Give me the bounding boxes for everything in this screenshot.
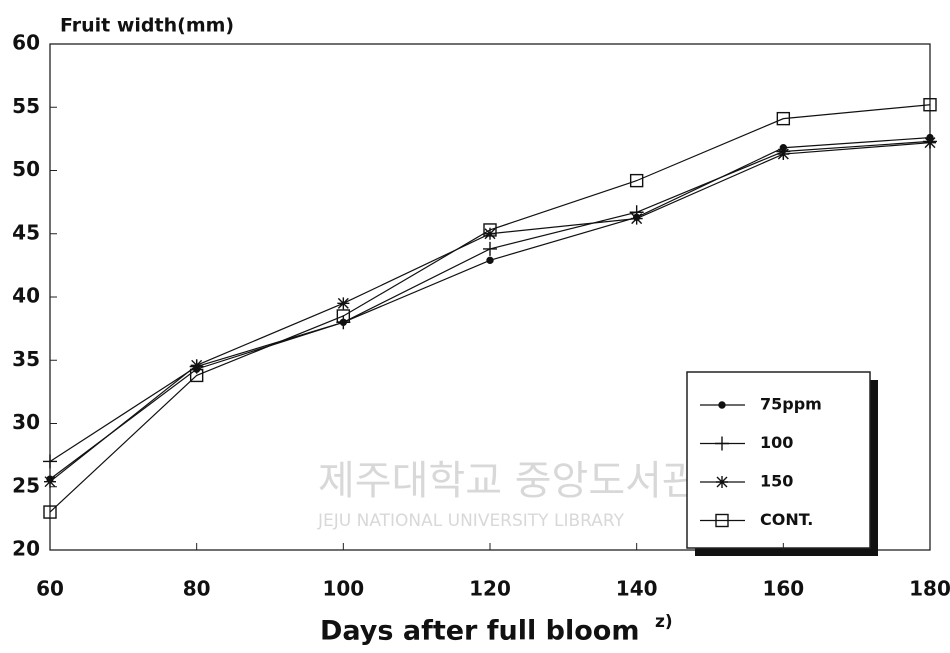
- marker-star: [337, 297, 350, 310]
- marker-star: [777, 148, 790, 161]
- marker-star: [924, 136, 936, 149]
- x-axis-label: Days after full bloom: [320, 616, 639, 647]
- marker-square: [336, 309, 351, 323]
- marker-star: [484, 227, 496, 240]
- x-tick-label: 140: [616, 577, 658, 601]
- series-line: [49, 104, 931, 513]
- legend-label: 100: [760, 433, 793, 452]
- legend-box: [686, 371, 871, 549]
- marker-dot: [486, 256, 494, 265]
- x-tick-label: 100: [322, 577, 364, 601]
- marker-square: [923, 98, 937, 112]
- marker-star: [44, 475, 56, 488]
- y-tick-label: 30: [12, 410, 40, 434]
- y-tick-label: 35: [12, 347, 40, 371]
- marker-square: [715, 513, 729, 528]
- marker-square: [43, 505, 57, 519]
- x-tick-label: 120: [469, 577, 511, 601]
- marker-dot: [718, 401, 726, 409]
- x-axis-label-superscript: z): [655, 612, 673, 632]
- marker-star: [190, 359, 203, 372]
- marker-square: [189, 368, 204, 383]
- watermark: JEJU NATIONAL UNIVERSITY LIBRARY: [317, 511, 625, 531]
- marker-square: [776, 111, 791, 126]
- marker-square: [629, 173, 644, 188]
- y-tick-label: 45: [12, 220, 40, 244]
- marker-plus: [43, 454, 57, 469]
- x-tick-label: 160: [762, 577, 804, 601]
- y-tick-label: 25: [12, 473, 40, 497]
- marker-plus: [715, 436, 729, 451]
- y-tick-label: 40: [12, 284, 40, 308]
- x-tick-label: 60: [36, 577, 64, 601]
- marker-square: [483, 223, 497, 237]
- y-tick-label: 55: [12, 94, 40, 118]
- x-tick-label: 180: [909, 577, 950, 601]
- watermark: 제주대학교 중앙도서관: [318, 458, 699, 504]
- y-tick-label: 60: [12, 31, 40, 55]
- y-tick-label: 20: [12, 537, 40, 561]
- legend-label: 75ppm: [760, 395, 822, 414]
- legend-label: CONT.: [760, 510, 813, 529]
- legend-label: 150: [760, 472, 793, 491]
- marker-plus: [483, 241, 497, 256]
- y-tick-label: 50: [12, 157, 40, 181]
- x-tick-label: 80: [183, 577, 211, 601]
- marker-star: [716, 476, 728, 488]
- y-axis-label: Fruit width(mm): [60, 15, 234, 37]
- marker-star: [630, 212, 643, 225]
